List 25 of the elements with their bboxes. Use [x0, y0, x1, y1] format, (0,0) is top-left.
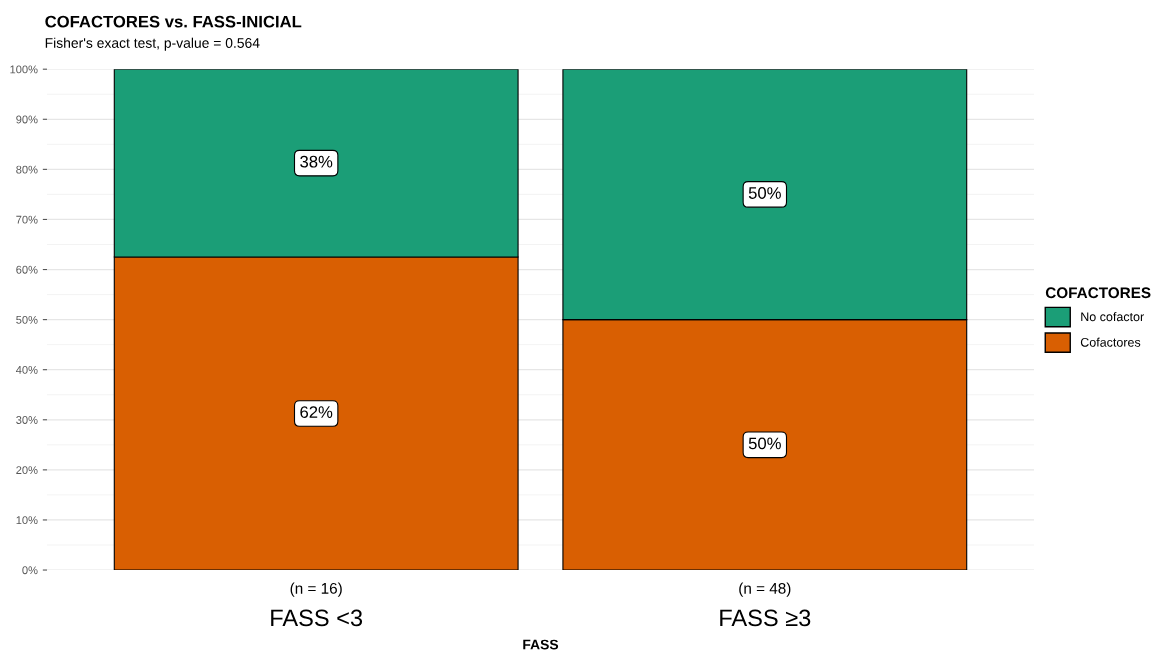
y-tick-label: 60%	[16, 265, 38, 274]
y-tick-label: 40%	[15, 365, 38, 374]
y-tick-label: 10%	[16, 516, 38, 525]
chart-title: COFACTORES vs. FASS-INICIAL	[45, 15, 302, 28]
y-tick-label: 0%	[22, 566, 38, 575]
y-tick-label: 100%	[10, 65, 38, 74]
x-tick-label: FASS <3	[271, 609, 363, 627]
x-tick-label: FASS ≥3	[720, 609, 811, 627]
y-tick-label: 50%	[16, 315, 38, 324]
y-tick-label: 80%	[16, 165, 38, 174]
data-label: 62%	[300, 406, 333, 418]
data-label: 50%	[748, 437, 781, 450]
y-tick-label: 70%	[16, 215, 38, 224]
data-label: 38%	[300, 155, 333, 168]
text: (n = 48)	[739, 582, 791, 597]
x-axis-title: FASS	[523, 639, 559, 650]
text: (n = 16)	[290, 582, 342, 597]
y-tick-label: 30%	[16, 416, 38, 424]
data-label: 50%	[748, 187, 781, 199]
legend-title: COFACTORES	[1045, 287, 1151, 299]
y-tick-label: 90%	[16, 115, 38, 124]
chart-subtitle: Fisher's exact test, p-value = 0.564	[45, 37, 260, 51]
legend-label: Cofactores	[1080, 337, 1141, 347]
y-tick-label: 20%	[16, 466, 38, 474]
legend-label: No cofactor	[1081, 312, 1144, 322]
